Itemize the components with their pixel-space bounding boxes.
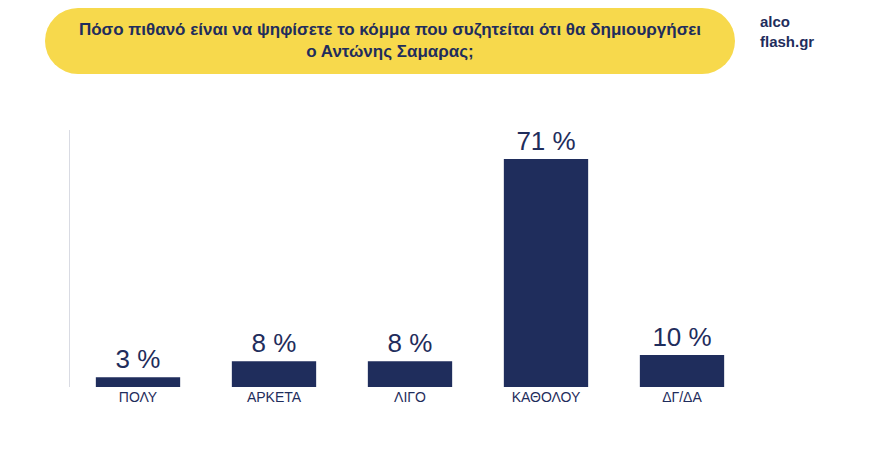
svg-text:ΛΙΓΟ: ΛΙΓΟ (394, 389, 426, 405)
svg-text:ΑΡΚΕΤΑ: ΑΡΚΕΤΑ (247, 389, 302, 405)
html-text:Πόσο πιθανό είναι να ψηφίσετε: Πόσο πιθανό είναι να ψηφίσετε το κόμμα π… (78, 20, 702, 61)
svg-text:ΚΑΘΟΛΟΥ: ΚΑΘΟΛΟΥ (512, 389, 581, 405)
svg-text:8 %: 8 % (252, 328, 297, 358)
svg-text:ΔΓ/ΔΑ: ΔΓ/ΔΑ (662, 389, 702, 405)
html-text:alco: alco (760, 13, 790, 30)
svg-text:10 %: 10 % (652, 322, 711, 352)
svg-text:ΠΟΛΥ: ΠΟΛΥ (119, 389, 158, 405)
html-text:flash.gr: flash.gr (760, 33, 815, 50)
svg-text:71 %: 71 % (516, 126, 575, 156)
svg-text:3 %: 3 % (116, 344, 161, 374)
svg-text:8 %: 8 % (388, 328, 433, 358)
